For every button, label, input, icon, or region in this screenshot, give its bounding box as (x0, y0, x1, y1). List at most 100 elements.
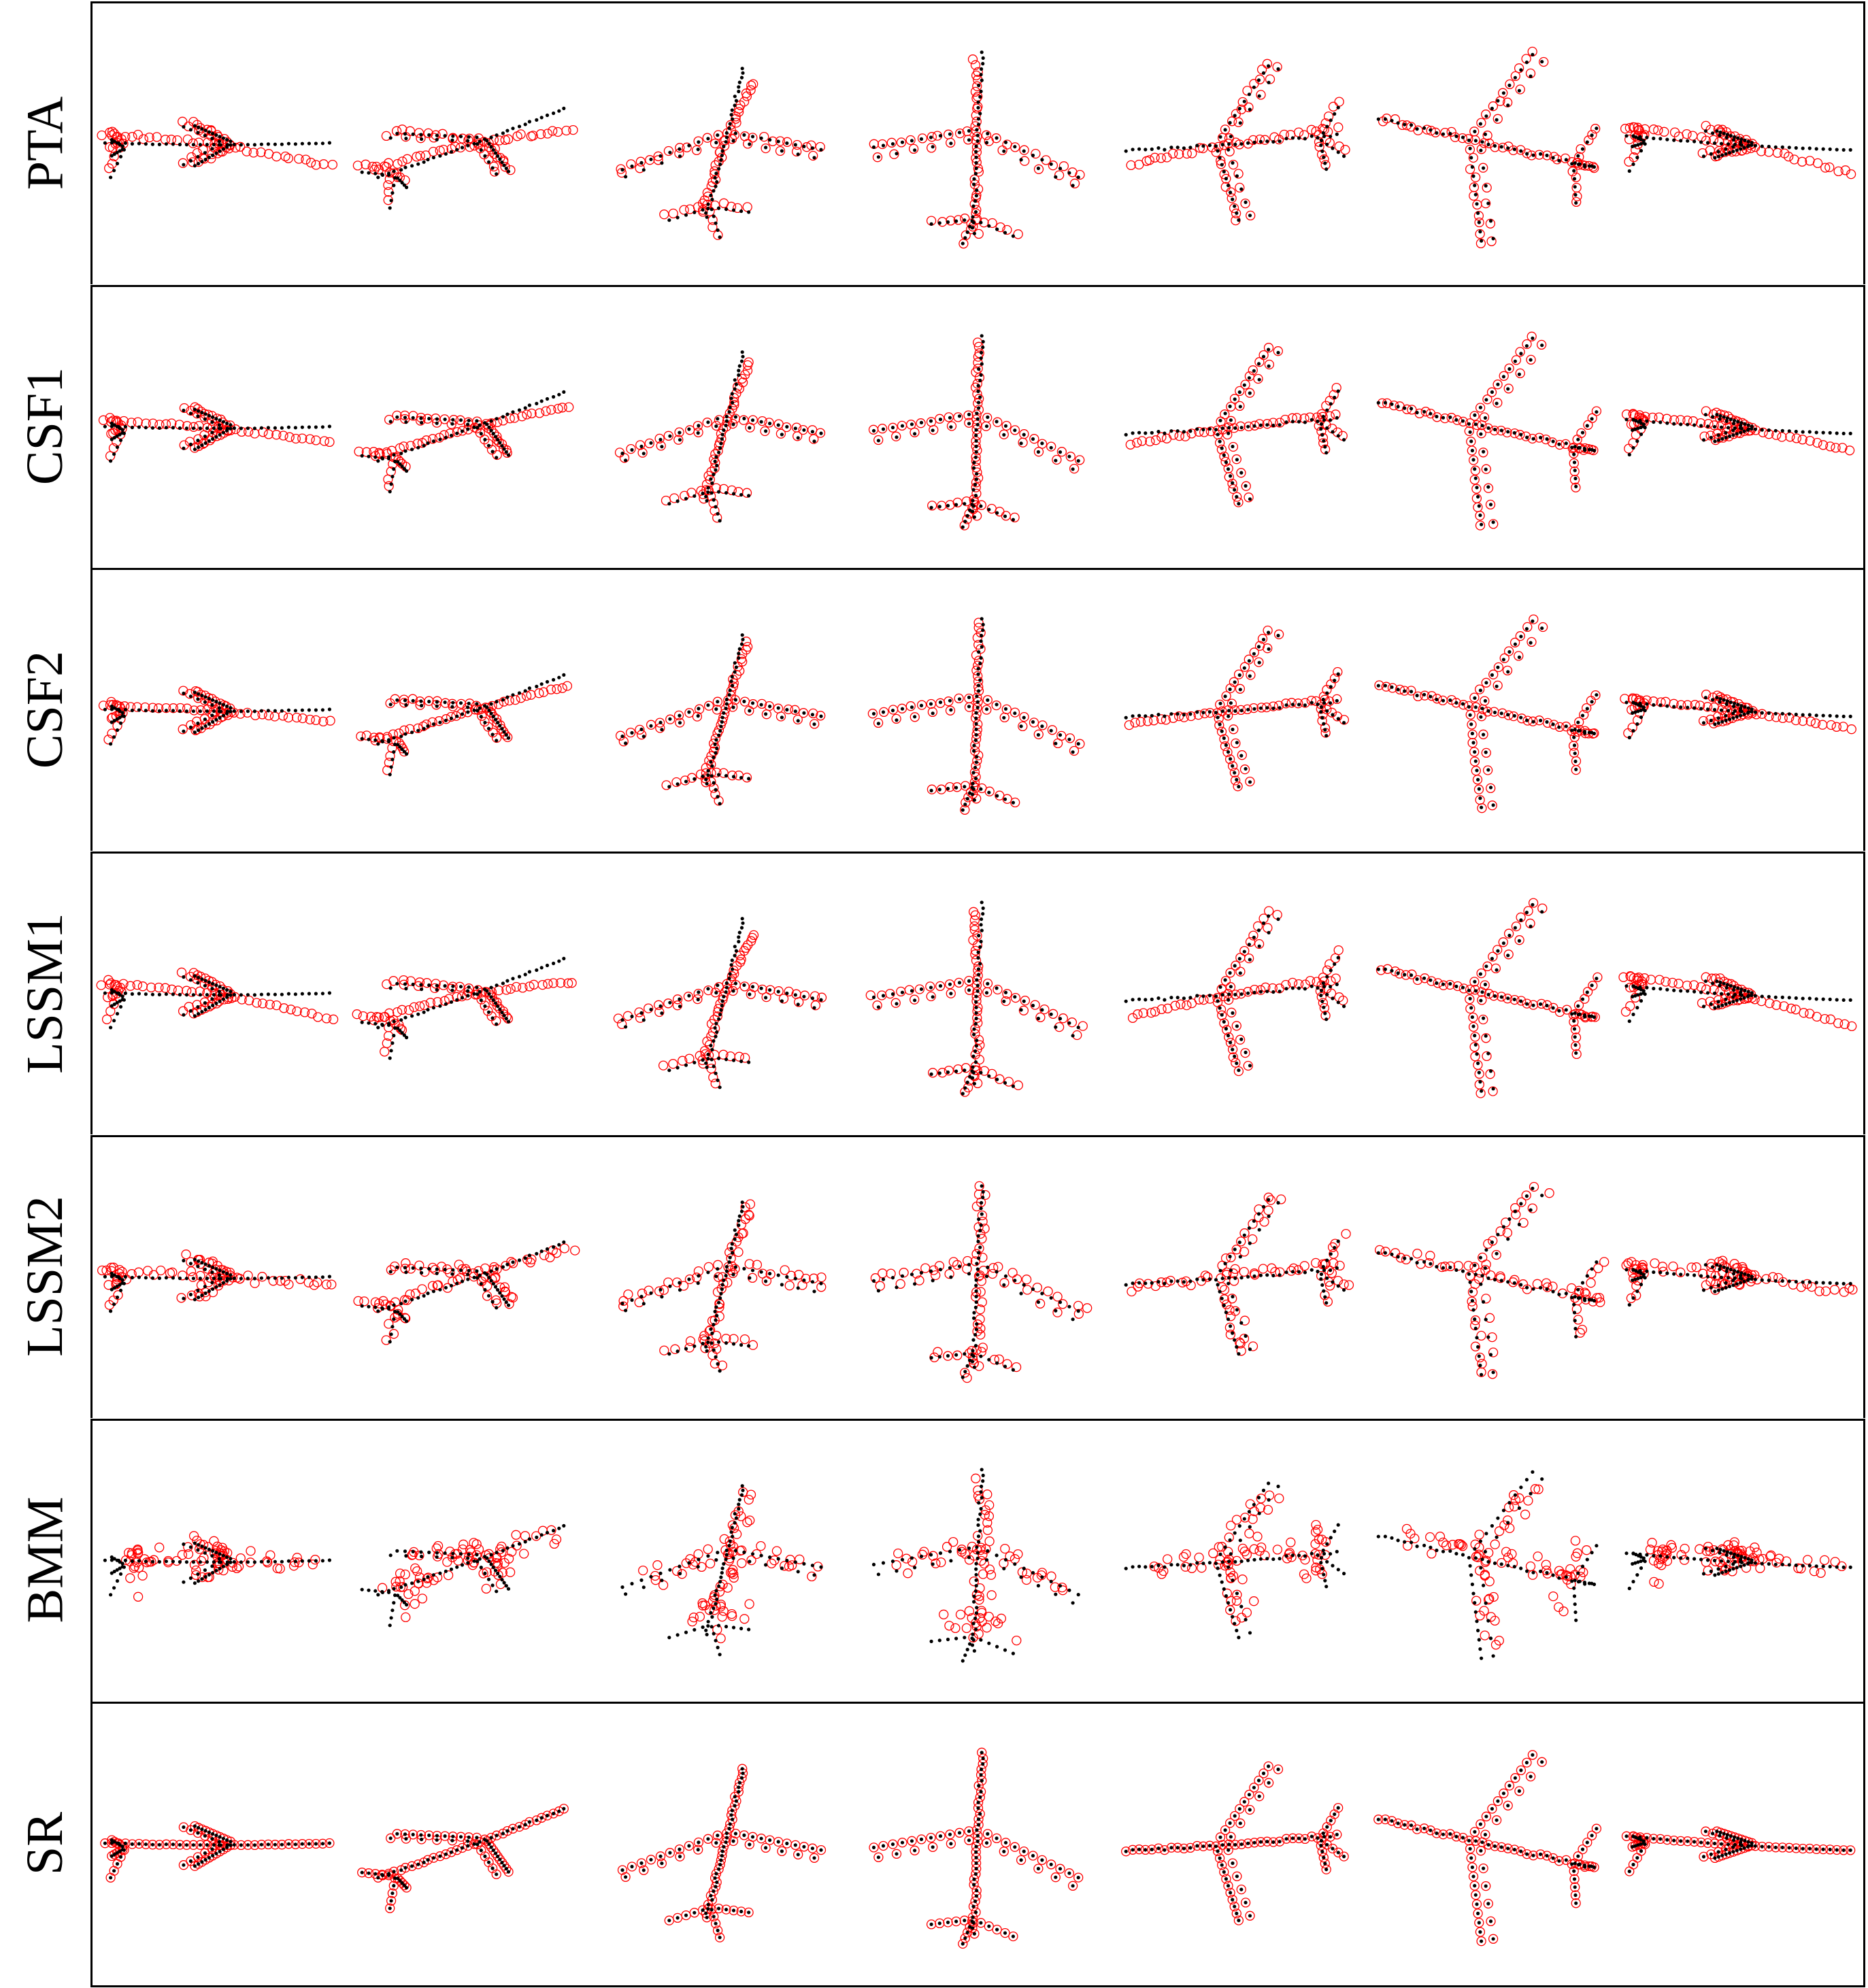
target-point (716, 228, 720, 232)
target-point (1322, 701, 1327, 705)
target-point (403, 1015, 407, 1020)
target-point (320, 141, 324, 146)
target-point (1336, 150, 1340, 154)
target-point (115, 141, 119, 145)
registered-point (1018, 437, 1028, 448)
registered-point (397, 156, 407, 167)
target-point (1636, 709, 1640, 713)
registered-point (493, 699, 503, 709)
target-point (974, 155, 978, 159)
target-point (395, 415, 399, 419)
registered-point (1589, 163, 1599, 173)
target-point (203, 1267, 207, 1271)
target-point (972, 749, 976, 754)
registered-point (486, 424, 497, 435)
target-point (373, 1022, 378, 1026)
target-point (1227, 998, 1231, 1002)
target-point (386, 456, 391, 460)
registered-point (707, 222, 718, 233)
target-point (393, 175, 397, 180)
target-point (390, 191, 395, 195)
target-point (392, 736, 396, 740)
target-point (221, 147, 225, 151)
target-point (1572, 735, 1576, 740)
target-point (1235, 1024, 1239, 1028)
target-point (1736, 703, 1740, 707)
registered-point (1052, 739, 1063, 749)
target-point (1239, 1037, 1244, 1041)
registered-point (1571, 1041, 1581, 1051)
target-point (389, 1049, 393, 1053)
target-point (785, 424, 789, 428)
target-point (110, 154, 114, 158)
registered-point (1328, 101, 1339, 112)
registered-point (292, 713, 302, 723)
target-point (1227, 431, 1231, 435)
target-point (109, 1026, 113, 1030)
target-point (246, 1276, 250, 1281)
target-point (1580, 997, 1585, 1001)
target-point (1639, 999, 1644, 1003)
target-point (314, 1275, 318, 1279)
target-point (1231, 728, 1235, 732)
registered-point (1427, 976, 1437, 986)
registered-point (397, 1005, 407, 1015)
target-point (1284, 420, 1288, 424)
target-point (1257, 944, 1261, 948)
target-point (881, 994, 886, 998)
registered-point (711, 483, 721, 493)
registered-point (1258, 350, 1269, 360)
target-point (1724, 719, 1728, 723)
registered-point (668, 1059, 678, 1069)
target-point (1239, 709, 1244, 713)
target-point (630, 1014, 634, 1019)
target-point (1633, 144, 1637, 148)
target-point (1564, 441, 1568, 445)
registered-point (1010, 424, 1020, 435)
registered-point (1193, 710, 1203, 720)
target-point (123, 1275, 127, 1279)
target-point (1724, 997, 1728, 1001)
target-point (229, 1273, 233, 1277)
target-point (110, 1004, 114, 1008)
target-point (286, 425, 290, 429)
registered-point (1511, 922, 1522, 932)
target-point (718, 802, 722, 806)
target-point (1641, 989, 1646, 993)
registered-point (896, 137, 907, 148)
target-point (1336, 956, 1340, 960)
target-point (1227, 714, 1231, 719)
target-point (1333, 112, 1337, 116)
registered-point (867, 709, 878, 719)
target-point (1573, 468, 1577, 472)
registered-point (1126, 160, 1136, 171)
registered-point (434, 433, 445, 443)
registered-point (1484, 989, 1495, 999)
target-point (796, 435, 800, 440)
target-point (490, 166, 495, 170)
registered-point (794, 997, 804, 1007)
registered-point (1420, 973, 1430, 983)
registered-point (1571, 172, 1581, 182)
registered-point (1626, 419, 1637, 429)
registered-point (872, 1000, 882, 1011)
registered-point (186, 1266, 197, 1277)
target-point (476, 992, 480, 996)
registered-point (927, 143, 937, 153)
target-point (768, 988, 772, 992)
target-point (1054, 1025, 1058, 1029)
target-point (293, 992, 297, 996)
registered-point (944, 411, 954, 422)
registered-point (1195, 143, 1205, 153)
target-point (496, 437, 500, 441)
registered-point (799, 990, 810, 1000)
target-point (871, 428, 876, 433)
subplot (865, 900, 1088, 1097)
target-point (1767, 994, 1771, 999)
registered-point (437, 129, 448, 139)
target-point (938, 701, 943, 705)
registered-point (512, 131, 522, 141)
target-point (486, 1294, 491, 1298)
registered-point (325, 715, 335, 726)
target-point (975, 139, 980, 143)
